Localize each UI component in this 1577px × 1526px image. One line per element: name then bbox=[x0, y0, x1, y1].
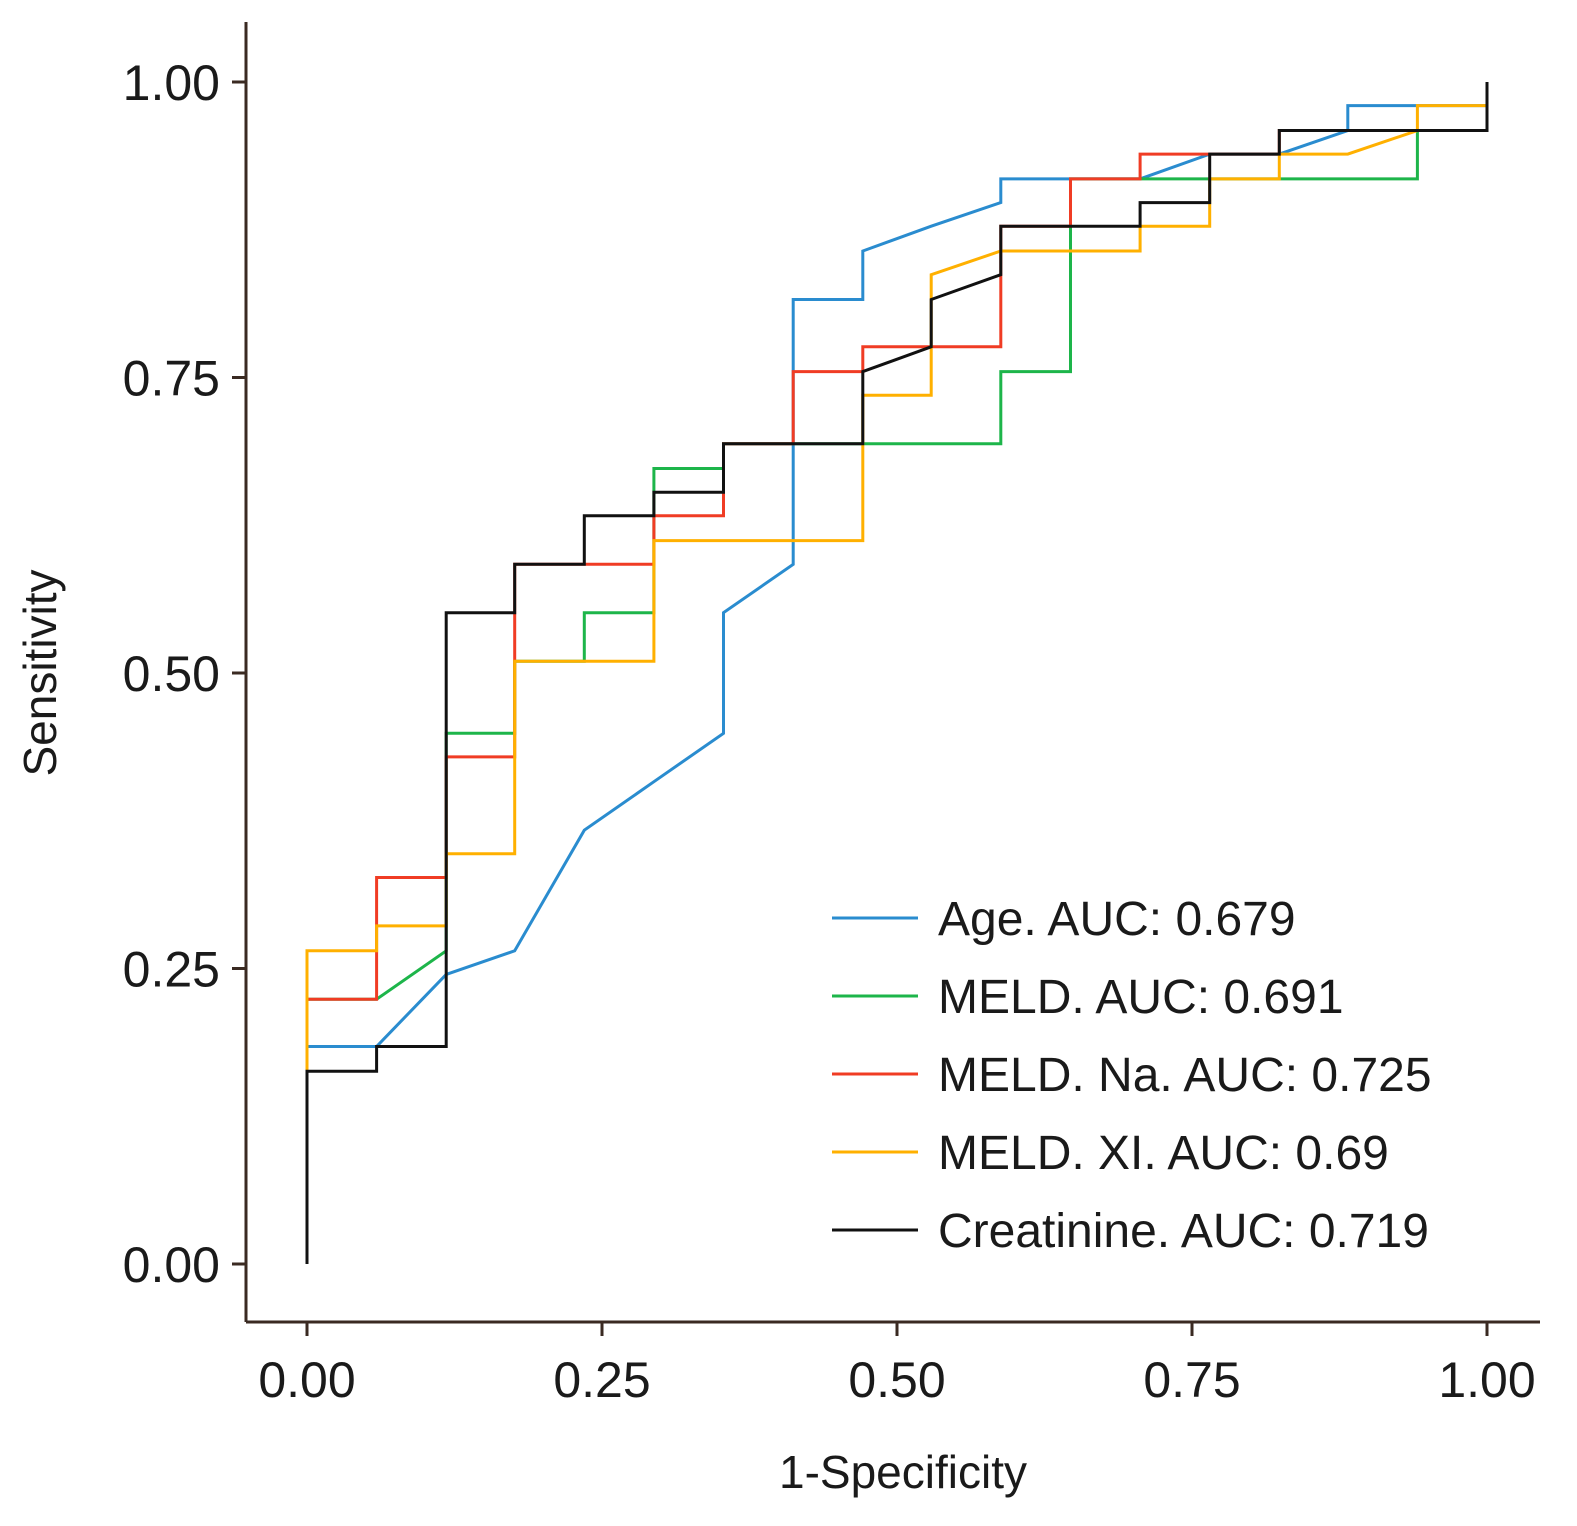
legend-label: MELD. AUC: 0.691 bbox=[938, 971, 1344, 1024]
x-tick-label: 0.25 bbox=[553, 1352, 650, 1408]
y-tick-label: 0.50 bbox=[123, 646, 220, 702]
y-axis-ticks: 0.00 0.25 0.50 0.75 1.00 bbox=[123, 55, 246, 1293]
legend: Age. AUC: 0.679 MELD. AUC: 0.691 MELD. Na.… bbox=[832, 893, 1432, 1258]
x-tick-label: 1.00 bbox=[1438, 1352, 1535, 1408]
x-tick-label: 0.75 bbox=[1143, 1352, 1240, 1408]
x-axis-title: 1-Specificity bbox=[779, 1446, 1027, 1498]
y-tick-label: 0.00 bbox=[123, 1237, 220, 1293]
series-lines bbox=[305, 82, 1489, 1264]
x-tick-label: 0.50 bbox=[848, 1352, 945, 1408]
y-tick-label: 0.25 bbox=[123, 942, 220, 998]
legend-label: Creatinine. AUC: 0.719 bbox=[938, 1205, 1429, 1258]
y-tick-label: 1.00 bbox=[123, 55, 220, 111]
legend-label: Age. AUC: 0.679 bbox=[938, 893, 1296, 946]
legend-label: MELD. Na. AUC: 0.725 bbox=[938, 1049, 1432, 1102]
y-axis-title: Sensitivity bbox=[14, 569, 66, 776]
y-tick-label: 0.75 bbox=[123, 351, 220, 407]
x-tick-label: 0.00 bbox=[258, 1352, 355, 1408]
x-axis-ticks: 0.00 0.25 0.50 0.75 1.00 bbox=[258, 1322, 1536, 1408]
axes: 0.00 0.25 0.50 0.75 1.00 0.00 0.25 0.50 0.75 1.0… bbox=[123, 22, 1540, 1408]
series-line-creatinine bbox=[305, 82, 1489, 1264]
legend-label: MELD. XI. AUC: 0.69 bbox=[938, 1127, 1389, 1180]
